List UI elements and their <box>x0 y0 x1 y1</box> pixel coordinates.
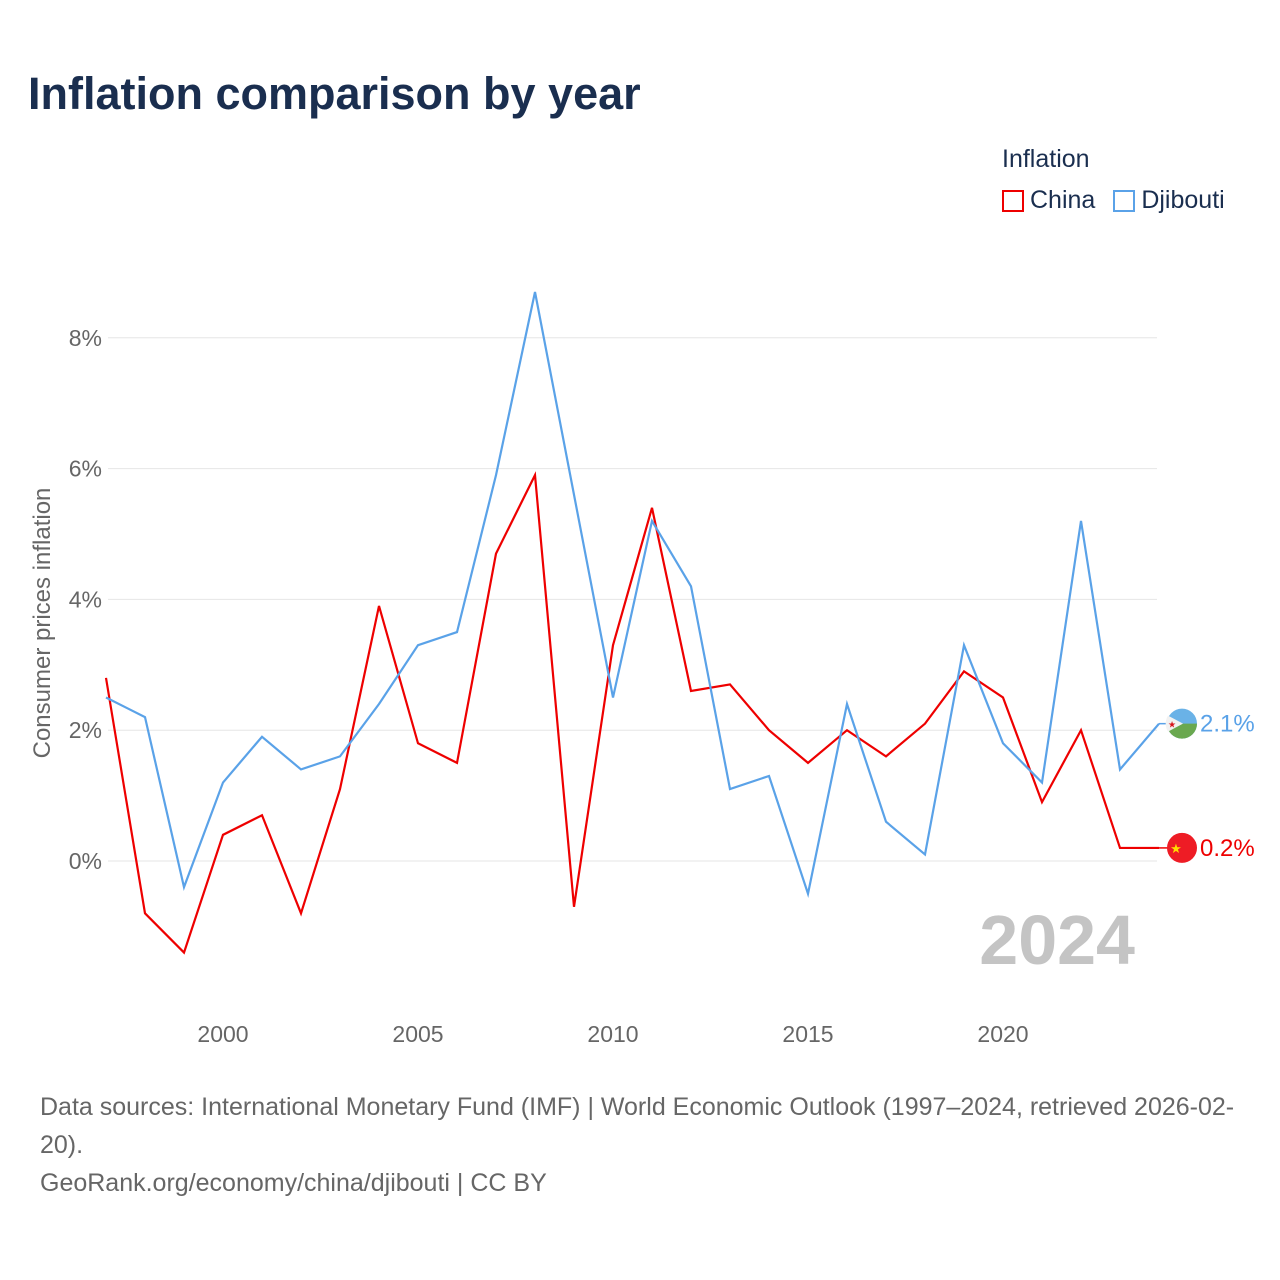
x-tick-label: 2020 <box>977 1021 1028 1047</box>
data-point[interactable] <box>1079 728 1083 732</box>
x-tick-label: 2010 <box>587 1021 638 1047</box>
flag-star: ★ <box>1168 720 1176 730</box>
y-tick-label: 6% <box>69 456 102 482</box>
y-axis-label: Consumer prices inflation <box>29 488 56 759</box>
data-point[interactable] <box>689 689 693 693</box>
y-tick-label: 4% <box>69 586 102 612</box>
data-point[interactable] <box>182 951 186 955</box>
end-value-label: 2.1% <box>1200 711 1255 738</box>
data-point[interactable] <box>416 643 420 647</box>
legend-title: Inflation <box>1002 145 1090 173</box>
data-point[interactable] <box>845 702 849 706</box>
legend-label: China <box>1030 186 1096 214</box>
data-point[interactable] <box>1118 846 1122 850</box>
data-point[interactable] <box>611 643 615 647</box>
data-point[interactable] <box>494 473 498 477</box>
data-point[interactable] <box>767 774 771 778</box>
flag-star: ★ <box>1170 841 1182 856</box>
legend: China Djibouti <box>1002 186 1225 215</box>
x-tick-label: 2005 <box>392 1021 443 1047</box>
data-point[interactable] <box>338 754 342 758</box>
data-point[interactable] <box>299 767 303 771</box>
data-point[interactable] <box>572 905 576 909</box>
china-flag-icon: ★ <box>1167 832 1197 863</box>
data-point[interactable] <box>416 741 420 745</box>
data-point[interactable] <box>689 584 693 588</box>
data-point[interactable] <box>533 473 537 477</box>
data-point[interactable] <box>1118 767 1122 771</box>
data-point[interactable] <box>923 852 927 856</box>
data-point[interactable] <box>884 820 888 824</box>
x-tick-label: 2015 <box>782 1021 833 1047</box>
data-point[interactable] <box>143 715 147 719</box>
footer: Data sources: International Monetary Fun… <box>40 1088 1250 1202</box>
y-tick-label: 2% <box>69 717 102 743</box>
data-point[interactable] <box>962 643 966 647</box>
data-point[interactable] <box>1001 696 1005 700</box>
djibouti-flag-icon: ★ <box>1165 708 1197 739</box>
data-point[interactable] <box>221 781 225 785</box>
data-point[interactable] <box>260 813 264 817</box>
year-watermark: 2024 <box>979 901 1135 979</box>
data-point[interactable] <box>845 728 849 732</box>
data-point[interactable] <box>299 911 303 915</box>
y-tick-label: 8% <box>69 325 102 351</box>
y-tick-label: 0% <box>69 848 102 874</box>
data-source: Data sources: International Monetary Fun… <box>40 1093 1235 1159</box>
data-point[interactable] <box>806 892 810 896</box>
legend-label: Djibouti <box>1141 186 1225 214</box>
data-point[interactable] <box>611 696 615 700</box>
data-point[interactable] <box>806 761 810 765</box>
data-point[interactable] <box>143 911 147 915</box>
data-point[interactable] <box>650 519 654 523</box>
flag-triangle <box>1165 715 1183 732</box>
data-point[interactable] <box>338 787 342 791</box>
data-point[interactable] <box>1001 741 1005 745</box>
data-point[interactable] <box>377 604 381 608</box>
data-point[interactable] <box>650 506 654 510</box>
line-chart: 0% 2% 4% 6% 8% 2000 2005 2010 2015 2020 2024 Cons… <box>29 290 1255 1047</box>
legend-item-china[interactable]: China <box>1002 186 1095 215</box>
data-point[interactable] <box>572 493 576 497</box>
legend-swatch-djibouti <box>1113 189 1136 212</box>
flag-disc <box>1167 832 1197 863</box>
data-point[interactable] <box>1040 800 1044 804</box>
series-line-djibouti[interactable] <box>105 291 1160 898</box>
data-point[interactable] <box>494 552 498 556</box>
data-point[interactable] <box>455 761 459 765</box>
data-point[interactable] <box>377 702 381 706</box>
legend-item-djibouti[interactable]: Djibouti <box>1113 186 1225 215</box>
x-tick-label: 2000 <box>197 1021 248 1047</box>
data-point[interactable] <box>1040 781 1044 785</box>
data-point[interactable] <box>182 885 186 889</box>
legend-swatch-china <box>1002 189 1024 212</box>
data-point[interactable] <box>884 754 888 758</box>
data-point[interactable] <box>260 735 264 739</box>
data-point[interactable] <box>221 833 225 837</box>
data-point[interactable] <box>533 290 537 294</box>
data-point[interactable] <box>962 669 966 673</box>
chart-title: Inflation comparison by year <box>28 68 641 119</box>
end-value-label: 0.2% <box>1200 835 1255 862</box>
data-point[interactable] <box>767 728 771 732</box>
series-line-china[interactable] <box>104 471 1159 955</box>
data-point[interactable] <box>104 696 108 700</box>
data-point[interactable] <box>728 682 732 686</box>
data-point[interactable] <box>923 722 927 726</box>
data-point[interactable] <box>104 676 108 680</box>
credit-link[interactable]: GeoRank.org/economy/china/djibouti | CC … <box>40 1169 547 1197</box>
data-point[interactable] <box>728 787 732 791</box>
data-point[interactable] <box>1079 519 1083 523</box>
data-point[interactable] <box>455 630 459 634</box>
